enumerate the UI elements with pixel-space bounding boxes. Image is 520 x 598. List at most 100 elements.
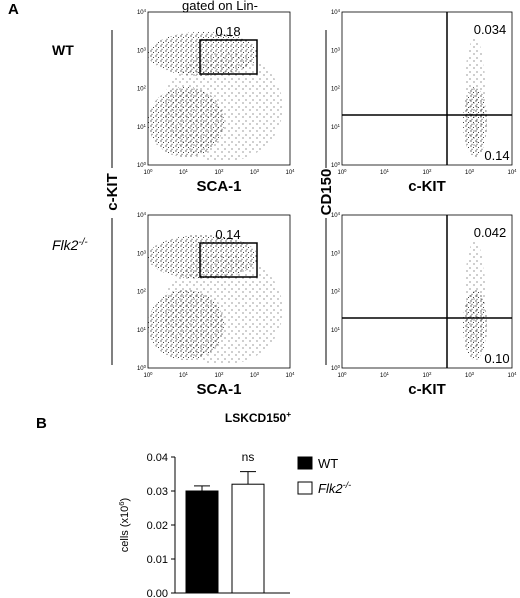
- text-part: 2: [221, 168, 224, 173]
- x-tick-label: 102: [422, 371, 432, 380]
- text-part: ): [119, 498, 131, 502]
- x-tick-label: 101: [179, 168, 189, 177]
- gate-value: 0.18: [215, 24, 240, 39]
- x-tick-label: 104: [285, 371, 295, 380]
- text-part: 1: [338, 325, 341, 330]
- x-tick-label: 101: [179, 371, 189, 380]
- text-part: 0: [344, 371, 347, 376]
- text-part: 0: [144, 161, 147, 166]
- y-tick-label: 0.04: [147, 452, 168, 464]
- x-tick-label: 103: [250, 168, 260, 177]
- text-part: 4: [292, 371, 295, 376]
- y-tick-label: 102: [137, 84, 147, 93]
- quadrant-value: 0.10: [484, 351, 509, 366]
- legend-label: Flk2-/-: [318, 480, 351, 496]
- text-part: 3: [144, 249, 147, 254]
- text-part: Flk2: [318, 481, 343, 496]
- text-part: 0: [150, 168, 153, 173]
- y-tick-label: 0.02: [147, 520, 168, 532]
- row-label: WT: [52, 42, 74, 58]
- y-tick-label: 102: [137, 287, 147, 296]
- text-part: 1: [387, 168, 390, 173]
- text-part: 3: [144, 46, 147, 51]
- y-tick-label: 103: [331, 46, 341, 55]
- x-tick-label: 100: [337, 168, 347, 177]
- legend-swatch: [298, 457, 312, 469]
- text-part: 2: [144, 84, 147, 89]
- text-part: Flk2: [52, 237, 79, 253]
- text-part: 3: [338, 249, 341, 254]
- y-tick-label: 103: [137, 249, 147, 258]
- x-tick-label: 102: [422, 168, 432, 177]
- x-axis-label: c-KIT: [408, 178, 446, 195]
- text-part: 0: [338, 161, 341, 166]
- quadrant-value: 0.14: [484, 148, 509, 163]
- text-part: 4: [514, 371, 517, 376]
- x-tick-label: 103: [465, 168, 475, 177]
- y-tick-label: 0.01: [147, 554, 168, 566]
- text-part: -/-: [343, 480, 352, 490]
- text-part: cells (x10: [119, 506, 131, 552]
- legend-swatch: [298, 482, 312, 494]
- text-part: 1: [144, 122, 147, 127]
- x-tick-label: 101: [380, 168, 390, 177]
- legend-item: Flk2-/-: [298, 480, 351, 496]
- text-part: 3: [472, 168, 475, 173]
- cell-cloud: [163, 255, 283, 365]
- x-tick-label: 100: [143, 168, 153, 177]
- y-tick-label: 0.03: [147, 486, 168, 498]
- x-tick-label: 104: [285, 168, 295, 177]
- y-tick-label: 104: [331, 8, 341, 17]
- x-tick-label: 104: [507, 371, 517, 380]
- text-part: 3: [472, 371, 475, 376]
- y-tick-label: 103: [137, 46, 147, 55]
- x-axis-label: SCA-1: [196, 178, 241, 195]
- chart-title: LSKCD150+: [225, 409, 291, 425]
- text-part: 1: [387, 371, 390, 376]
- x-tick-label: 102: [214, 371, 224, 380]
- y-tick-label: 101: [331, 325, 341, 334]
- y-tick-label: 101: [137, 122, 147, 131]
- y-tick-label: 104: [137, 211, 147, 220]
- text-part: 1: [338, 122, 341, 127]
- panel-title: gated on Lin-: [182, 0, 258, 13]
- text-part: 4: [144, 8, 147, 13]
- text-part: 2: [338, 287, 341, 292]
- cell-cloud: [465, 240, 485, 350]
- text-part: 2: [144, 287, 147, 292]
- text-part: 0: [344, 168, 347, 173]
- legend-item: WT: [298, 456, 338, 471]
- text-part: 2: [429, 168, 432, 173]
- panel-label: A: [8, 1, 19, 18]
- legend-label: WT: [318, 456, 338, 471]
- text-part: 4: [338, 211, 341, 216]
- y-tick-label: 100: [137, 364, 147, 373]
- text-part: 0: [144, 364, 147, 369]
- text-part: 1: [144, 325, 147, 330]
- text-part: WT: [52, 42, 74, 58]
- y-tick-label: 102: [331, 84, 341, 93]
- x-tick-label: 101: [380, 371, 390, 380]
- text-part: 1: [186, 168, 189, 173]
- cell-cloud: [163, 52, 283, 162]
- y-axis-label: CD150: [318, 169, 335, 216]
- y-tick-label: 101: [137, 325, 147, 334]
- text-part: 4: [144, 211, 147, 216]
- text-part: 3: [257, 168, 260, 173]
- y-axis-label: c-KIT: [104, 173, 121, 211]
- text-part: 1: [186, 371, 189, 376]
- x-tick-label: 102: [214, 168, 224, 177]
- x-tick-label: 104: [507, 168, 517, 177]
- x-tick-label: 103: [465, 371, 475, 380]
- text-part: +: [286, 409, 291, 419]
- text-part: 2: [338, 84, 341, 89]
- y-tick-label: 0.00: [147, 588, 168, 598]
- y-tick-label: 102: [331, 287, 341, 296]
- cell-cloud: [465, 37, 485, 147]
- text-part: 3: [338, 46, 341, 51]
- row-label: Flk2-/-: [52, 237, 88, 254]
- y-tick-label: 100: [331, 161, 341, 170]
- y-tick-label: 103: [331, 249, 341, 258]
- text-part: -/-: [78, 237, 88, 248]
